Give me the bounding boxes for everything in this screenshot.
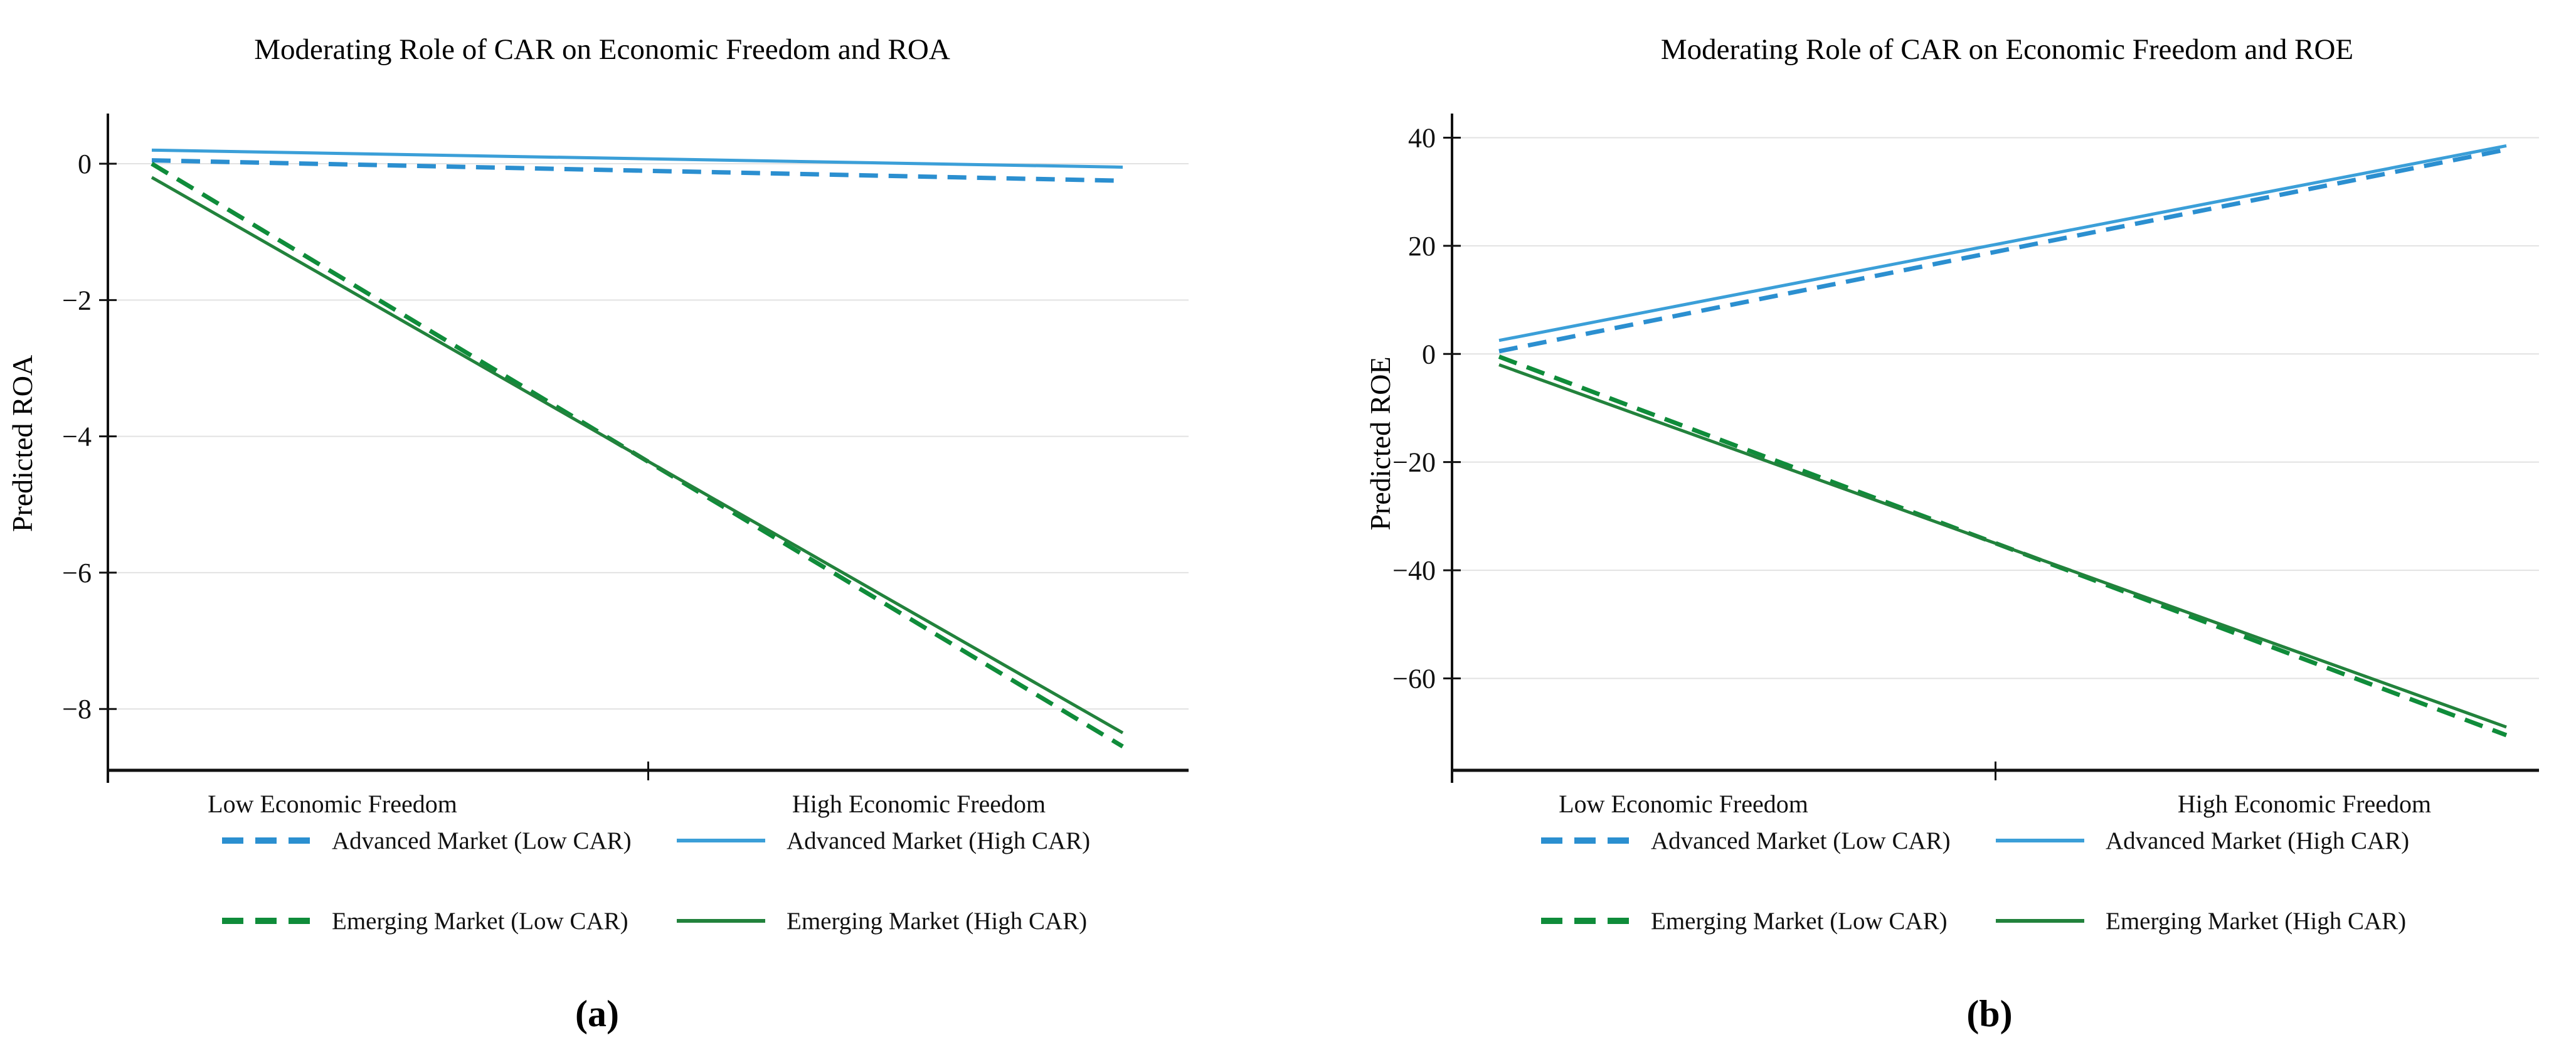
svg-text:−2: −2 — [62, 285, 92, 316]
legend-label: Emerging Market (Low CAR) — [1651, 907, 1948, 935]
legend-item: Emerging Market (Low CAR) — [221, 903, 676, 938]
chart-title-roa: Moderating Role of CAR on Economic Freed… — [254, 33, 950, 66]
svg-text:−6: −6 — [62, 558, 92, 588]
svg-text:−40: −40 — [1392, 555, 1436, 586]
svg-text:0: 0 — [1422, 339, 1436, 369]
legend-item: Advanced Market (Low CAR) — [221, 823, 676, 858]
solid-line-swatch — [676, 916, 766, 926]
legend-item: Emerging Market (High CAR) — [676, 903, 1090, 938]
legend-item: Advanced Market (High CAR) — [1995, 823, 2409, 858]
legend-label: Advanced Market (Low CAR) — [1651, 827, 1951, 854]
legend-label: Emerging Market (High CAR) — [787, 907, 1088, 935]
svg-text:−4: −4 — [62, 422, 92, 452]
legend-label: Advanced Market (Low CAR) — [332, 827, 632, 854]
solid-line-swatch — [1995, 836, 2086, 846]
svg-text:0: 0 — [78, 149, 92, 179]
y-axis-label-roe: Predicted ROE — [1364, 356, 1396, 531]
legend-label: Emerging Market (High CAR) — [2106, 907, 2407, 935]
svg-text:40: 40 — [1408, 122, 1436, 153]
y-axis-label-roa: Predicted ROA — [6, 354, 38, 533]
chart-title-roe: Moderating Role of CAR on Economic Freed… — [1660, 33, 2354, 66]
legend-label: Emerging Market (Low CAR) — [332, 907, 628, 935]
legend-roe: Advanced Market (Low CAR) Advanced Marke… — [1540, 823, 2409, 938]
svg-text:−20: −20 — [1392, 447, 1436, 478]
dashed-line-swatch — [221, 916, 312, 926]
legend-item: Emerging Market (Low CAR) — [1540, 903, 1995, 938]
dashed-line-swatch — [221, 836, 312, 846]
x-category-high-a: High Economic Freedom — [792, 790, 1046, 818]
legend-label: Advanced Market (High CAR) — [787, 827, 1091, 854]
svg-text:−60: −60 — [1392, 663, 1436, 694]
legend-item: Emerging Market (High CAR) — [1995, 903, 2409, 938]
solid-line-swatch — [676, 836, 766, 846]
legend-item: Advanced Market (Low CAR) — [1540, 823, 1995, 858]
x-category-low-a: Low Economic Freedom — [208, 790, 457, 818]
panel-caption-a: (a) — [575, 993, 619, 1034]
panel-caption-b: (b) — [1966, 993, 2013, 1034]
x-category-high-b: High Economic Freedom — [2177, 790, 2432, 818]
solid-line-swatch — [1995, 916, 2086, 926]
svg-text:20: 20 — [1408, 231, 1436, 262]
legend-label: Advanced Market (High CAR) — [2106, 827, 2410, 854]
svg-text:−8: −8 — [62, 694, 92, 725]
x-category-low-b: Low Economic Freedom — [1559, 790, 1808, 818]
legend-item: Advanced Market (High CAR) — [676, 823, 1090, 858]
dashed-line-swatch — [1540, 836, 1631, 846]
legend-roa: Advanced Market (Low CAR) Advanced Marke… — [221, 823, 1090, 938]
dashed-line-swatch — [1540, 916, 1631, 926]
